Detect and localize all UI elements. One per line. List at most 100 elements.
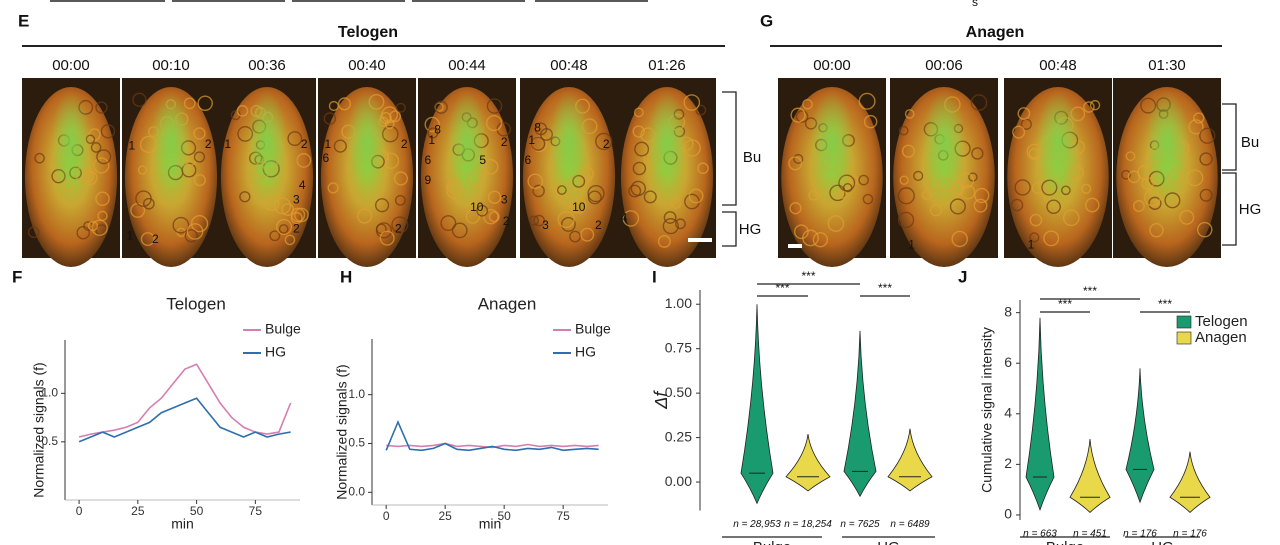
cell [1029,232,1040,243]
x-tick-label: 75 [556,509,570,523]
cell [1164,192,1181,209]
cell [193,173,206,187]
cell [486,114,503,132]
cell [904,109,915,119]
cell [337,97,352,111]
y-axis-label: Cumulative signal intensity [979,327,995,493]
cell [1196,221,1213,238]
cell-label: 1 [908,238,915,252]
scale-bar [788,244,802,248]
cell [333,139,347,153]
cell [683,94,701,111]
cell [974,187,990,204]
cell [808,189,820,201]
cell-label: 2 [603,137,610,151]
chart-title: Anagen [478,294,537,313]
cell [1010,198,1024,212]
cell [697,162,709,175]
panel-letter: J [958,267,967,286]
panel-letter: H [340,267,352,286]
core [647,90,687,192]
cell [862,193,874,205]
cell [1121,169,1131,180]
cell [328,100,339,112]
cell [96,149,112,165]
cell [663,211,677,224]
legend-label: Anagen [1195,329,1247,346]
cell [848,175,859,186]
core [347,90,387,192]
cell [236,105,249,117]
cell-label: 8 [434,122,441,136]
cell [794,224,809,240]
y-tick-label: 1.00 [665,295,692,311]
cell [532,184,545,198]
cell [971,147,984,160]
micrograph [618,78,716,267]
cell [1148,196,1162,210]
cell [533,214,545,227]
cell [374,198,390,213]
cell [662,218,679,235]
cell [858,174,869,186]
x-axis-label: min [479,516,502,532]
cell [580,227,595,242]
cell [695,104,707,116]
y-tick-label: 4 [1004,404,1012,420]
cell [427,127,439,139]
cell [688,188,704,204]
cell-label: 2 [401,137,408,151]
cell [901,144,916,158]
cell [560,217,576,232]
n-label: n = 176 [1173,529,1207,540]
cell-label: 6 [322,151,329,165]
region-label: HG [1239,201,1262,218]
cell [1143,189,1161,207]
cell-label: 2 [595,218,602,232]
x-tick-label: 25 [131,504,145,518]
cell [391,216,409,234]
series-line [385,419,599,452]
cell-label: 2 [205,137,212,151]
cell [389,110,402,123]
cell [264,196,280,211]
y-tick-label: 0.50 [665,384,692,400]
cell [949,198,966,215]
frame-time: 00:36 [248,57,286,74]
core [810,90,854,192]
panel-letter: F [12,267,22,286]
core [549,90,589,192]
cell [193,151,206,163]
violin [1025,317,1055,512]
cell-label: 6 [524,153,531,167]
cell-label: 1 [224,137,231,151]
core [1145,90,1189,192]
cell [1199,152,1213,166]
x-tick-label: 75 [249,504,263,518]
cell [183,97,196,110]
cell [290,207,306,223]
micrograph [1113,78,1221,267]
micrograph [318,78,416,267]
y-tick-label: 1.0 [348,387,365,401]
cell [970,94,988,111]
y-axis-label: Δf [651,390,671,410]
top-note: s [972,0,978,9]
cell [898,125,909,136]
sig-label: *** [1158,297,1172,311]
cell [897,187,915,205]
frame-time: 00:00 [52,57,90,74]
cell [1017,107,1031,120]
cell [951,181,965,195]
core [447,90,487,192]
cell [424,116,440,133]
cell-label: 1 [428,133,435,147]
cell [393,171,408,186]
cell [476,204,489,217]
cell [1132,200,1145,212]
cell-label: 2 [293,221,300,235]
x-tick-label: 50 [190,504,204,518]
legend-label: HG [575,344,596,360]
cell [788,156,803,171]
